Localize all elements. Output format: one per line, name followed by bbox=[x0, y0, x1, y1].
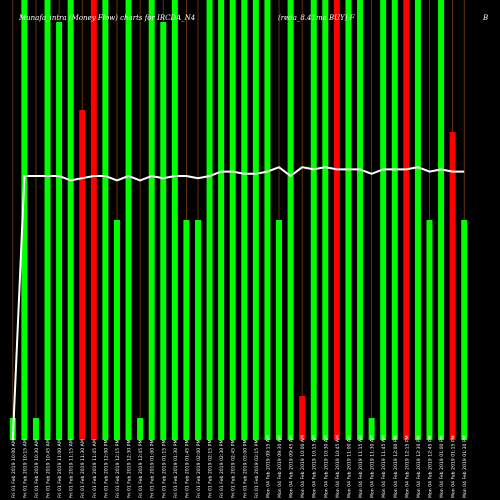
x-tick-label: Mon 04 Feb 2019 11:30 AM bbox=[370, 435, 376, 498]
x-tick-label: Mon 04 Feb 2019 10:00 AM bbox=[300, 435, 306, 498]
bar bbox=[218, 0, 225, 440]
bar bbox=[391, 0, 398, 440]
x-tick-label: Fri 01 Feb 2019 02:30 PM bbox=[219, 440, 225, 498]
x-tick-label: Mon 04 Feb 2019 10:30 AM bbox=[323, 435, 329, 498]
bar bbox=[322, 0, 329, 440]
x-tick-label: Mon 04 Feb 2019 09:30 AM bbox=[277, 435, 283, 498]
x-tick-label: Fri 01 Feb 2019 01:30 PM bbox=[173, 440, 179, 498]
chart-title: Munafa_intra (Money Flow) charts for IRC… bbox=[19, 14, 196, 22]
x-tick-label: Fri 01 Feb 2019 12:30 PM bbox=[127, 440, 133, 498]
x-tick-label: Mon 04 Feb 2019 01:00 PM bbox=[439, 435, 445, 498]
x-tick-label: Mon 04 Feb 2019 01:30 PM bbox=[462, 435, 468, 498]
x-tick-label: Mon 04 Feb 2019 11:00 AM bbox=[347, 435, 353, 498]
x-tick-label: Mon 04 Feb 2019 12:30 PM bbox=[416, 435, 422, 498]
bar bbox=[345, 0, 352, 440]
x-tick-label: Fri 01 Feb 2019 02:15 PM bbox=[208, 440, 214, 498]
bar bbox=[206, 0, 213, 440]
bar bbox=[148, 0, 155, 440]
bar bbox=[32, 418, 39, 440]
x-tick-label: Mon 04 Feb 2019 09:15 AM bbox=[265, 435, 271, 498]
x-tick-label: Mon 04 Feb 2019 12:00 PM bbox=[393, 435, 399, 498]
x-tick-label: Fri 01 Feb 2019 11:15 AM bbox=[69, 439, 75, 498]
bar bbox=[44, 0, 51, 440]
chart-title-tail: B bbox=[483, 14, 489, 22]
x-tick-label: Fri 01 Feb 2019 11:45 AM bbox=[92, 439, 98, 498]
bar bbox=[171, 0, 178, 440]
bar bbox=[252, 0, 259, 440]
x-tick-label: Fri 01 Feb 2019 10:15 AM bbox=[22, 439, 28, 498]
chart-signal-text: (reda_8.41ma BUY) F bbox=[278, 14, 355, 22]
x-tick-label: Fri 01 Feb 2019 12:15 PM bbox=[115, 440, 121, 498]
x-tick-label: Mon 04 Feb 2019 01:15 PM bbox=[451, 435, 457, 498]
x-tick-label: Mon 04 Feb 2019 09:45 AM bbox=[289, 435, 295, 498]
bar bbox=[333, 0, 340, 440]
bar bbox=[449, 132, 456, 440]
bar bbox=[264, 0, 271, 440]
x-tick-label: Fri 01 Feb 2019 03:00 PM bbox=[242, 440, 248, 498]
bar bbox=[125, 0, 132, 440]
x-tick-label: Fri 01 Feb 2019 03:15 PM bbox=[254, 440, 260, 498]
bar bbox=[357, 0, 364, 440]
x-tick-label: Mon 04 Feb 2019 12:15 PM bbox=[404, 435, 410, 498]
bar bbox=[414, 0, 421, 440]
bar bbox=[229, 0, 236, 440]
x-tick-label: Fri 01 Feb 2019 02:45 PM bbox=[231, 440, 237, 498]
x-tick-label: Fri 01 Feb 2019 11:30 AM bbox=[80, 439, 86, 498]
bar bbox=[438, 0, 445, 440]
x-tick-label: Mon 04 Feb 2019 10:45 AM bbox=[335, 435, 341, 498]
x-tick-label: Fri 01 Feb 2019 01:00 PM bbox=[150, 440, 156, 498]
bar bbox=[403, 0, 410, 440]
bar bbox=[426, 220, 433, 440]
x-tick-label: Mon 04 Feb 2019 11:15 AM bbox=[358, 435, 364, 498]
bar bbox=[461, 220, 468, 440]
x-tick-label: Fri 01 Feb 2019 12:45 PM bbox=[138, 440, 144, 498]
x-tick-label: Fri 01 Feb 2019 10:00 AM bbox=[11, 439, 17, 498]
x-tick-label: Fri 01 Feb 2019 01:45 PM bbox=[184, 440, 190, 498]
x-tick-label: Mon 04 Feb 2019 11:45 AM bbox=[381, 435, 387, 498]
bar bbox=[299, 396, 306, 440]
x-tick-label: Mon 04 Feb 2019 10:15 AM bbox=[312, 435, 318, 498]
x-tick-label: Fri 01 Feb 2019 10:30 AM bbox=[34, 439, 40, 498]
bar bbox=[79, 110, 86, 440]
bar bbox=[102, 0, 109, 440]
bar bbox=[194, 220, 201, 440]
bar bbox=[368, 418, 375, 440]
x-tick-label: Mon 04 Feb 2019 12:45 PM bbox=[428, 435, 434, 498]
x-tick-label: Fri 01 Feb 2019 11:00 AM bbox=[57, 439, 63, 498]
bar bbox=[21, 0, 28, 440]
bar bbox=[56, 22, 63, 440]
bar bbox=[137, 418, 144, 440]
bar bbox=[67, 0, 74, 440]
bar bbox=[90, 0, 97, 440]
bar bbox=[241, 0, 248, 440]
x-tick-label: Fri 01 Feb 2019 01:15 PM bbox=[161, 440, 167, 498]
x-tick-label: Fri 01 Feb 2019 02:00 PM bbox=[196, 440, 202, 498]
bar bbox=[183, 220, 190, 440]
bar bbox=[160, 22, 167, 440]
bar bbox=[113, 220, 120, 440]
bar bbox=[380, 0, 387, 440]
bar bbox=[276, 220, 283, 440]
bar bbox=[310, 0, 317, 440]
x-tick-label: Fri 01 Feb 2019 10:45 AM bbox=[46, 439, 52, 498]
x-tick-label: Fri 01 Feb 2019 12:00 PM bbox=[103, 440, 109, 498]
bar bbox=[287, 0, 294, 440]
flow-line bbox=[11, 166, 465, 441]
